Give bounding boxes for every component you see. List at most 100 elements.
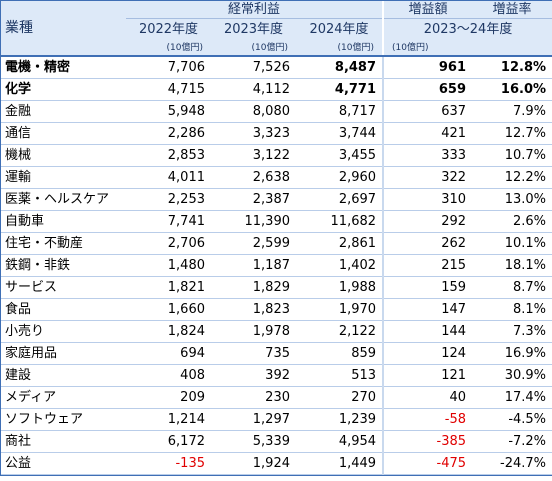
profit-2023-cell: 1,924 [211, 452, 296, 475]
increase-cell: 292 [382, 210, 473, 233]
rate-cell: 7.3% [472, 320, 552, 343]
table-row: 機械 2,853 3,122 3,455 333 10.7% [1, 144, 552, 167]
profit-2022-cell: 2,706 [126, 232, 211, 255]
profit-2024-cell: 4,771 [296, 78, 384, 101]
profit-2022-cell: 2,853 [126, 144, 211, 167]
rate-cell: -24.7% [472, 452, 552, 475]
industry-cell: 電機・精密 [1, 56, 126, 79]
unit-label: (10億円) [211, 41, 296, 57]
increase-cell: 333 [382, 144, 473, 167]
profit-2022-cell: 1,660 [126, 298, 211, 321]
rate-cell: 7.9% [472, 100, 552, 123]
profit-2024-cell: 3,455 [296, 144, 384, 167]
increase-cell: 144 [382, 320, 473, 343]
industry-cell: 建設 [1, 364, 126, 387]
profit-2023-cell: 1,187 [211, 254, 296, 277]
profit-2022-cell: 209 [126, 386, 211, 409]
profit-2024-cell: 1,449 [296, 452, 384, 475]
profit-2023-cell: 8,080 [211, 100, 296, 123]
profit-2024-cell: 4,954 [296, 430, 384, 453]
profit-2022-cell: 408 [126, 364, 211, 387]
industry-cell: サービス [1, 276, 126, 299]
profit-2023-cell: 2,638 [211, 166, 296, 189]
rate-cell: 10.7% [472, 144, 552, 167]
table-row: 医薬・ヘルスケア 2,253 2,387 2,697 310 13.0% [1, 188, 552, 211]
rate-cell: 17.4% [472, 386, 552, 409]
profit-2024-cell: 3,744 [296, 122, 384, 145]
rate-cell: -4.5% [472, 408, 552, 431]
increase-cell: 310 [382, 188, 473, 211]
rate-cell: 2.6% [472, 210, 552, 233]
rate-cell: 12.8% [472, 56, 552, 79]
industry-cell: 通信 [1, 122, 126, 145]
table-row: 建設 408 392 513 121 30.9% [1, 364, 552, 387]
profit-2022-cell: 694 [126, 342, 211, 365]
change-period-header: 2023～24年度 [382, 18, 552, 41]
unit-label: (10億円) [296, 41, 384, 57]
increase-cell: 421 [382, 122, 473, 145]
table-row: 公益 -135 1,924 1,449 -475 -24.7% [1, 452, 552, 475]
table-row: 運輸 4,011 2,638 2,960 322 12.2% [1, 166, 552, 189]
profit-2024-cell: 859 [296, 342, 384, 365]
profit-2022-cell: 5,948 [126, 100, 211, 123]
unit-label: (10億円) [382, 41, 473, 57]
profit-2023-cell: 11,390 [211, 210, 296, 233]
increase-cell: 121 [382, 364, 473, 387]
profit-2022-cell: -135 [126, 452, 211, 475]
profit-2023-cell: 392 [211, 364, 296, 387]
profit-2022-cell: 4,011 [126, 166, 211, 189]
table-row: サービス 1,821 1,829 1,988 159 8.7% [1, 276, 552, 299]
increase-cell: 124 [382, 342, 473, 365]
increase-cell: 40 [382, 386, 473, 409]
increase-cell: -385 [382, 430, 473, 453]
profit-2024-cell: 1,402 [296, 254, 384, 277]
profit-2024-cell: 2,861 [296, 232, 384, 255]
table-row: 商社 6,172 5,339 4,954 -385 -7.2% [1, 430, 552, 453]
industry-cell: 鉄鋼・非鉄 [1, 254, 126, 277]
profit-2024-cell: 270 [296, 386, 384, 409]
table-row: 通信 2,286 3,323 3,744 421 12.7% [1, 122, 552, 145]
profit-2023-cell: 1,978 [211, 320, 296, 343]
profit-2024-cell: 8,717 [296, 100, 384, 123]
increase-cell: -475 [382, 452, 473, 475]
table-row: 家庭用品 694 735 859 124 16.9% [1, 342, 552, 365]
industry-cell: 家庭用品 [1, 342, 126, 365]
unit-label: (10億円) [126, 41, 211, 57]
industry-cell: 公益 [1, 452, 126, 475]
profit-2024-cell: 1,988 [296, 276, 384, 299]
profit-2024-cell: 2,122 [296, 320, 384, 343]
table-row: 自動車 7,741 11,390 11,682 292 2.6% [1, 210, 552, 233]
table-row: 金融 5,948 8,080 8,717 637 7.9% [1, 100, 552, 123]
table-row: 電機・精密 7,706 7,526 8,487 961 12.8% [1, 56, 552, 79]
profit-2024-cell: 8,487 [296, 56, 384, 79]
increase-cell: 637 [382, 100, 473, 123]
year-2024-header: 2024年度 [296, 18, 384, 41]
profit-2024-cell: 2,697 [296, 188, 384, 211]
rate-cell: 30.9% [472, 364, 552, 387]
industry-cell: メディア [1, 386, 126, 409]
profit-2023-cell: 1,823 [211, 298, 296, 321]
profit-2024-cell: 513 [296, 364, 384, 387]
industry-cell: ソフトウェア [1, 408, 126, 431]
industry-cell: 食品 [1, 298, 126, 321]
profit-2023-cell: 3,122 [211, 144, 296, 167]
industry-cell: 小売り [1, 320, 126, 343]
industry-cell: 医薬・ヘルスケア [1, 188, 126, 211]
table-row: 住宅・不動産 2,706 2,599 2,861 262 10.1% [1, 232, 552, 255]
unit-spacer [472, 41, 552, 57]
rate-cell: 16.9% [472, 342, 552, 365]
profit-2024-cell: 1,239 [296, 408, 384, 431]
profit-2022-cell: 2,253 [126, 188, 211, 211]
table-header: 業種 経常利益 増益額 増益率 2022年度 2023年度 2024年度 202… [1, 1, 552, 57]
rate-cell: 8.7% [472, 276, 552, 299]
increase-cell: 659 [382, 78, 473, 101]
table-row: メディア 209 230 270 40 17.4% [1, 386, 552, 409]
table-row: ソフトウェア 1,214 1,297 1,239 -58 -4.5% [1, 408, 552, 431]
rate-cell: 16.0% [472, 78, 552, 101]
table-row: 食品 1,660 1,823 1,970 147 8.1% [1, 298, 552, 321]
year-2023-header: 2023年度 [211, 18, 296, 41]
profit-2022-cell: 1,214 [126, 408, 211, 431]
increase-cell: 961 [382, 56, 473, 79]
industry-header: 業種 [1, 1, 126, 57]
